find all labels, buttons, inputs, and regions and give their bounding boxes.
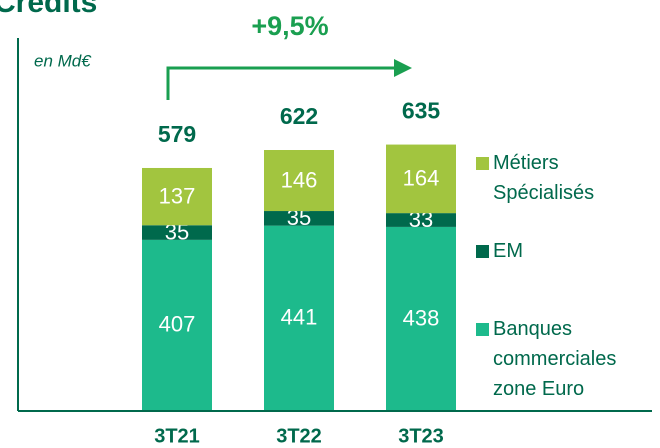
segment-label: 164 [403,166,440,191]
bar-segment [386,213,456,227]
x-tick-label: 3T21 [154,425,200,447]
segment-label: 407 [159,312,196,337]
bar-segment [386,226,456,410]
unit-label: en Md€ [34,51,92,70]
segment-label: 137 [159,183,196,208]
bar-segment [264,211,334,226]
segment-label: 146 [281,167,318,192]
legend-swatch [476,323,489,336]
bar-segment [264,225,334,410]
bar-segment [142,225,212,240]
legend-swatch [476,157,489,170]
legend-label: Banques commerciales zone Euro [493,318,617,400]
chart-title: Crédits [0,0,97,19]
bar-segment [264,150,334,212]
arrow-head [394,59,412,77]
legend-label: Métiers Spécialisés [493,152,595,204]
total-label: 622 [280,103,318,129]
total-label: 579 [158,121,196,147]
segment-label: 438 [403,305,440,330]
legend-item: Banques commerciales zone Euro [476,314,641,404]
bar-segment [386,144,456,214]
x-tick-label: 3T22 [276,425,322,447]
bar-segment [142,239,212,410]
growth-annotation: +9,5% [251,11,328,41]
total-label: 635 [402,98,441,124]
legend-label: EM [493,240,523,262]
growth-arrow [166,66,396,100]
bar-segment [142,167,212,226]
segment-label: 441 [281,305,318,330]
x-tick-label: 3T23 [398,425,444,447]
legend-item: EM [476,236,641,266]
legend-swatch [476,245,489,258]
legend-item: Métiers Spécialisés [476,148,641,208]
